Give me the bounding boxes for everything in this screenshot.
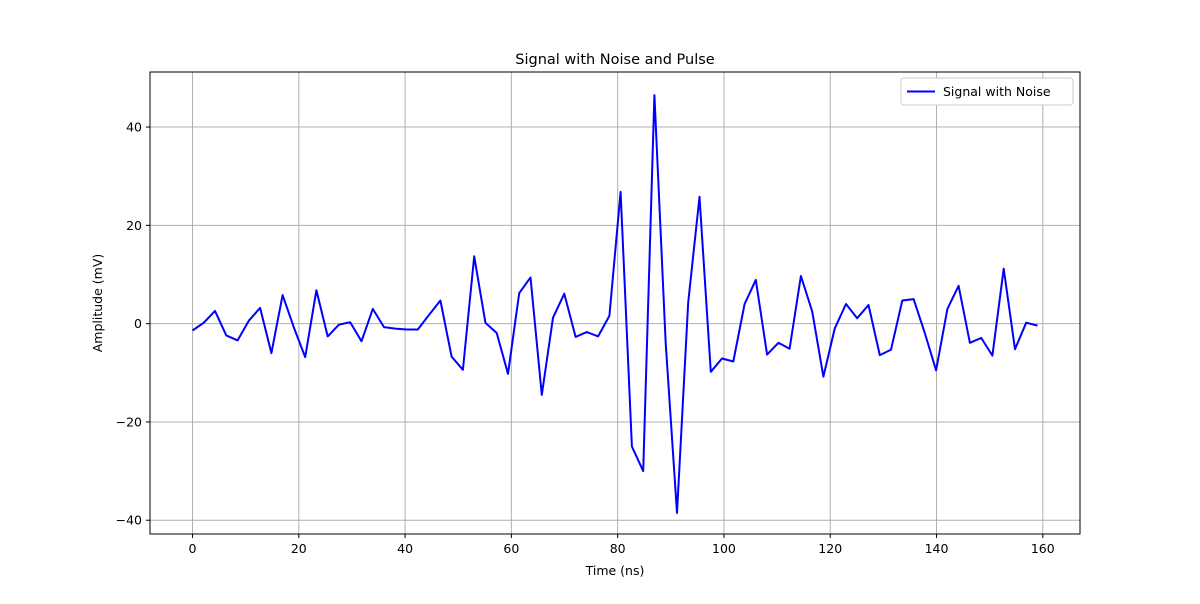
series-line-signal-with-noise xyxy=(191,94,1038,514)
legend-box xyxy=(900,77,1074,106)
y-tick-label: −20 xyxy=(116,414,142,429)
x-tick-label: 0 xyxy=(189,541,197,556)
x-tick-label: 120 xyxy=(818,541,842,556)
x-tick-label: 20 xyxy=(291,541,307,556)
y-tick-label: 20 xyxy=(126,218,142,233)
legend-label: Signal with Noise xyxy=(943,84,1051,99)
chart-title: Signal with Noise and Pulse xyxy=(515,52,715,68)
y-tick-label: −40 xyxy=(116,513,142,528)
x-tick-label: 100 xyxy=(712,541,736,556)
series-layer xyxy=(191,94,1038,514)
y-axis-label: Amplitude (mV) xyxy=(90,254,105,353)
legend: Signal with Noise xyxy=(900,77,1074,106)
x-tick-label: 140 xyxy=(925,541,949,556)
x-axis-label: Time (ns) xyxy=(585,563,645,578)
y-tick-label: 40 xyxy=(126,120,142,135)
plot-frame xyxy=(149,71,1081,535)
y-tick-label: 0 xyxy=(134,316,142,331)
x-tick-label: 60 xyxy=(503,541,519,556)
grid-lines xyxy=(150,72,1080,534)
x-tick-label: 80 xyxy=(610,541,626,556)
axis-ticks: 0 20 40 60 80 100 120 140 160 −40 −20 0 20 40 xyxy=(116,120,1055,556)
x-tick-label: 40 xyxy=(397,541,413,556)
x-tick-label: 160 xyxy=(1031,541,1055,556)
